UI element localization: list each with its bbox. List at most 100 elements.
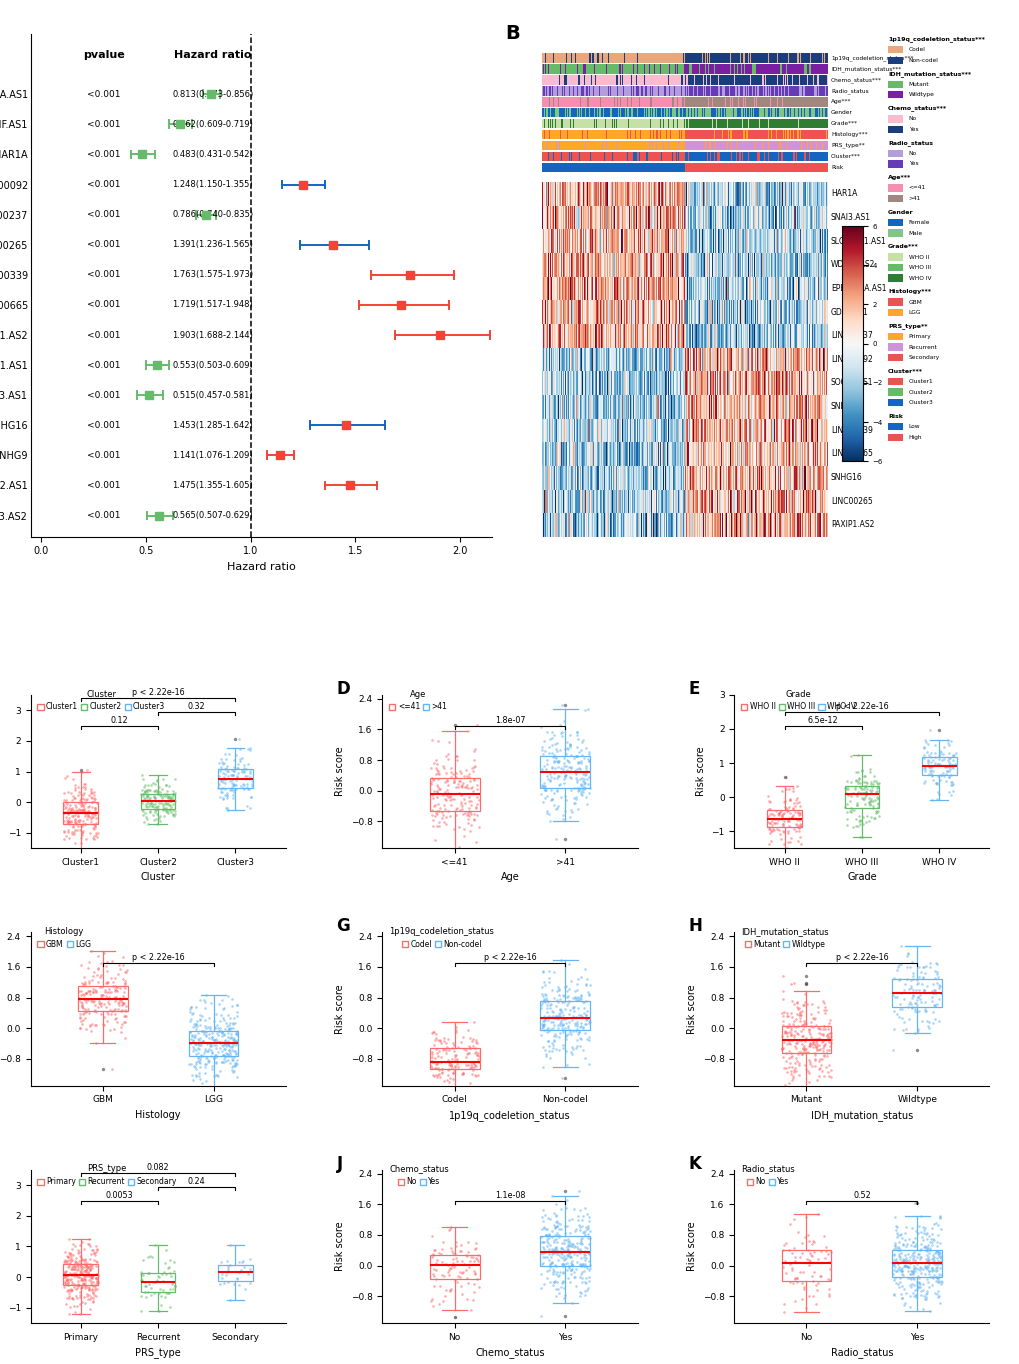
Point xyxy=(545,1202,561,1224)
Point xyxy=(911,1273,927,1294)
Point xyxy=(242,1258,258,1279)
Point xyxy=(469,1042,485,1064)
Point xyxy=(928,780,945,802)
Point xyxy=(926,982,943,1004)
Text: <0.001: <0.001 xyxy=(87,300,120,310)
Point xyxy=(207,1064,223,1086)
Point xyxy=(546,734,562,756)
Point xyxy=(543,1041,559,1063)
Point xyxy=(430,1030,446,1052)
Point xyxy=(776,1020,793,1042)
Point xyxy=(774,964,791,986)
Point xyxy=(558,1215,575,1237)
Point xyxy=(893,1275,909,1297)
Point xyxy=(555,711,572,732)
Legend: WHO II, WHO III, WHO IV: WHO II, WHO III, WHO IV xyxy=(738,686,858,715)
Point xyxy=(223,1048,239,1069)
Point xyxy=(155,798,171,820)
Point xyxy=(222,1033,238,1054)
Point xyxy=(814,1023,830,1045)
Point xyxy=(64,1256,81,1278)
Point xyxy=(167,790,183,812)
Point xyxy=(934,737,951,758)
Point xyxy=(107,1003,123,1024)
Point xyxy=(222,777,238,799)
Point xyxy=(117,978,133,1000)
Point xyxy=(810,1038,826,1060)
Point xyxy=(228,1033,245,1054)
Point xyxy=(136,782,152,803)
Point xyxy=(85,1255,101,1277)
Point xyxy=(854,806,870,828)
Point xyxy=(198,1024,214,1046)
Point xyxy=(802,1251,818,1273)
Point xyxy=(468,1248,484,1270)
Text: p < 2.22e-16: p < 2.22e-16 xyxy=(835,702,888,711)
Point xyxy=(429,768,445,790)
Point xyxy=(78,803,95,825)
Point xyxy=(558,1259,575,1281)
Point xyxy=(554,1271,571,1293)
Point xyxy=(442,1278,459,1300)
Point xyxy=(221,1035,237,1057)
Point xyxy=(886,1234,902,1256)
Point xyxy=(927,773,944,795)
Point xyxy=(773,1003,790,1024)
Point xyxy=(573,767,589,788)
Point xyxy=(565,986,581,1008)
Point xyxy=(166,1275,182,1297)
Point xyxy=(537,758,553,780)
Point xyxy=(95,985,111,1007)
Text: 0.483(0.431-0.542): 0.483(0.431-0.542) xyxy=(172,150,253,160)
Point xyxy=(545,745,561,767)
Point xyxy=(157,792,173,814)
Point xyxy=(891,993,907,1015)
Point xyxy=(424,1244,440,1266)
Point xyxy=(916,1234,932,1256)
Point xyxy=(75,784,92,806)
Point xyxy=(917,731,933,753)
Point xyxy=(60,797,76,818)
Point xyxy=(794,1015,810,1037)
Point xyxy=(775,802,792,824)
Point xyxy=(567,760,583,782)
Point xyxy=(90,971,106,993)
Point xyxy=(542,767,558,788)
Point xyxy=(904,967,920,989)
Point xyxy=(66,807,83,829)
Point xyxy=(73,1269,90,1290)
Point xyxy=(782,788,798,810)
Point xyxy=(213,752,229,773)
Point xyxy=(68,820,85,842)
Point xyxy=(81,1266,97,1288)
Point xyxy=(85,783,101,805)
Text: Histology***: Histology*** xyxy=(830,132,867,136)
Text: 1.8e-07: 1.8e-07 xyxy=(494,716,525,726)
Point xyxy=(451,799,468,821)
Point xyxy=(88,806,104,828)
Point xyxy=(431,1275,447,1297)
Point xyxy=(902,1247,918,1269)
Point xyxy=(537,1204,553,1226)
Point xyxy=(551,1012,568,1034)
Point xyxy=(548,1005,565,1027)
Point xyxy=(789,1015,805,1037)
Point xyxy=(800,1019,816,1041)
Point xyxy=(779,1061,795,1083)
Point xyxy=(892,936,908,958)
Point xyxy=(797,1058,813,1080)
Point xyxy=(223,764,239,786)
Point xyxy=(90,1271,106,1293)
Point xyxy=(924,1213,941,1234)
Point xyxy=(220,1039,236,1061)
Point xyxy=(537,983,553,1005)
Point xyxy=(560,1234,577,1256)
Point xyxy=(573,988,589,1009)
Point xyxy=(216,767,232,788)
Point xyxy=(937,757,954,779)
Point xyxy=(60,1243,76,1264)
Point xyxy=(425,809,441,831)
Point xyxy=(549,757,566,779)
Point xyxy=(64,1258,81,1279)
Point xyxy=(804,1031,820,1053)
